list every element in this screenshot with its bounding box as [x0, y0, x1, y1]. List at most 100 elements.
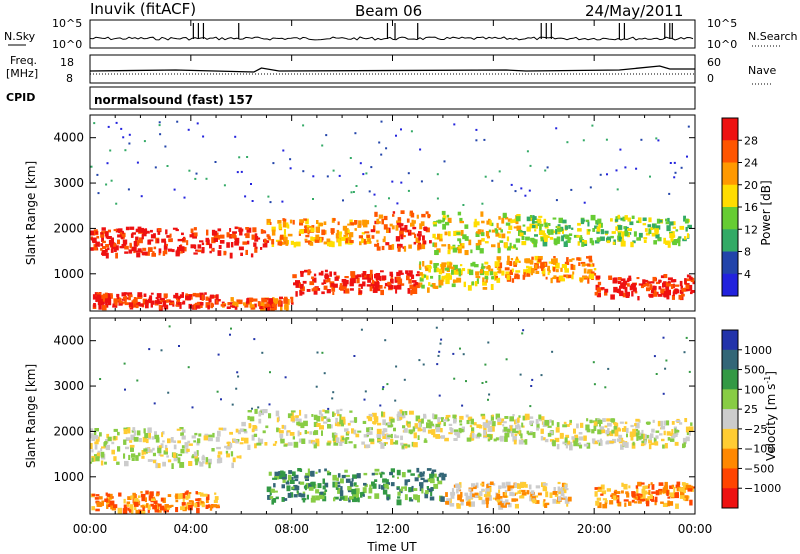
echo-cell: [518, 260, 521, 263]
echo-cell: [529, 215, 532, 218]
echo-cell: [445, 415, 450, 418]
echo-cell: [290, 410, 296, 413]
echo-cell: [644, 440, 647, 445]
echo-cell: [446, 498, 451, 502]
echo-cell: [515, 238, 521, 243]
echo-cell: [141, 510, 146, 514]
echo-cell: [122, 239, 128, 245]
echo-cell: [235, 428, 239, 433]
echo-cell: [92, 237, 97, 243]
echo-cell: [205, 504, 209, 509]
noise-trace: [89, 23, 694, 41]
echo-cell: [309, 281, 315, 286]
echo-cell: [353, 482, 357, 487]
echo-cell: [682, 437, 687, 444]
echo-cell: [176, 120, 179, 123]
echo-cell: [501, 217, 505, 224]
echo-cell: [196, 507, 200, 514]
echo-cell: [569, 444, 573, 451]
echo-cell: [407, 288, 411, 294]
echo-cell: [602, 503, 608, 509]
echo-cell: [387, 482, 390, 485]
echo-cell: [95, 296, 98, 302]
echo-cell: [509, 491, 514, 497]
echo-cell: [658, 279, 661, 283]
echo-cell: [576, 257, 579, 261]
echo-cell: [270, 488, 275, 493]
echo-cell: [258, 418, 262, 424]
echo-cell: [548, 261, 552, 264]
echo-cell: [382, 433, 387, 439]
echo-cell: [100, 247, 103, 251]
echo-cell: [326, 278, 331, 283]
echo-cell: [154, 434, 160, 440]
echo-cell: [178, 345, 180, 347]
echo-cell: [676, 481, 681, 485]
echo-cell: [100, 451, 105, 458]
echo-cell: [663, 485, 669, 492]
echo-cell: [366, 234, 370, 238]
echo-cell: [451, 283, 456, 288]
echo-cell: [577, 241, 580, 246]
echo-cell: [345, 432, 350, 436]
echo-cell: [299, 284, 304, 289]
echo-cell: [153, 246, 157, 250]
echo-cell: [298, 481, 301, 485]
echo-cell: [503, 426, 508, 432]
echo-cell: [519, 373, 522, 376]
echo-cell: [475, 271, 480, 276]
echo-cell: [378, 214, 384, 219]
echo-cell: [362, 271, 367, 274]
echo-cell: [673, 161, 676, 164]
echo-cell: [166, 235, 171, 238]
echo-cell: [101, 236, 104, 242]
echo-cell: [457, 484, 461, 491]
echo-cell: [303, 228, 308, 234]
echo-cell: [141, 234, 144, 240]
echo-cell: [663, 294, 667, 297]
echo-cell: [493, 438, 497, 442]
echo-cell: [530, 216, 533, 221]
echo-cell: [675, 503, 679, 509]
echo-cell: [580, 218, 585, 225]
echo-cell: [173, 444, 177, 450]
echo-cell: [340, 478, 344, 484]
echo-cell: [396, 202, 399, 205]
echo-cell: [101, 301, 105, 305]
echo-cell: [354, 420, 357, 423]
echo-cell: [261, 351, 264, 354]
echo-cell: [666, 431, 671, 436]
echo-cell: [230, 242, 234, 248]
echo-cell: [479, 424, 483, 429]
echo-cell: [403, 378, 406, 381]
echo-cell: [276, 427, 279, 433]
echo-cell: [362, 277, 367, 280]
echo-cell: [443, 160, 446, 163]
echo-cell: [475, 482, 479, 488]
echo-cell: [417, 435, 420, 440]
echo-cell: [377, 242, 380, 248]
echo-cell: [600, 440, 603, 446]
echo-cell: [508, 502, 512, 508]
echo-cell: [412, 426, 416, 432]
echo-cell: [324, 410, 330, 414]
echo-cell: [409, 410, 414, 415]
echo-cell: [305, 472, 310, 477]
echo-cell: [423, 440, 428, 443]
echo-cell: [284, 305, 289, 310]
echo-cell: [547, 271, 550, 276]
echo-cell: [177, 457, 181, 464]
echo-cell: [148, 239, 154, 242]
echo-cell: [427, 213, 431, 219]
echo-cell: [392, 214, 395, 217]
echo-cell: [129, 440, 133, 443]
echo-cell: [374, 273, 378, 279]
echo-cell: [632, 287, 637, 292]
echo-cell: [553, 256, 556, 259]
echo-cell: [116, 461, 120, 465]
echo-cell: [283, 298, 288, 304]
echo-cell: [148, 348, 151, 351]
echo-cell: [542, 501, 545, 507]
echo-cell: [91, 457, 94, 462]
echo-cell: [218, 245, 222, 249]
